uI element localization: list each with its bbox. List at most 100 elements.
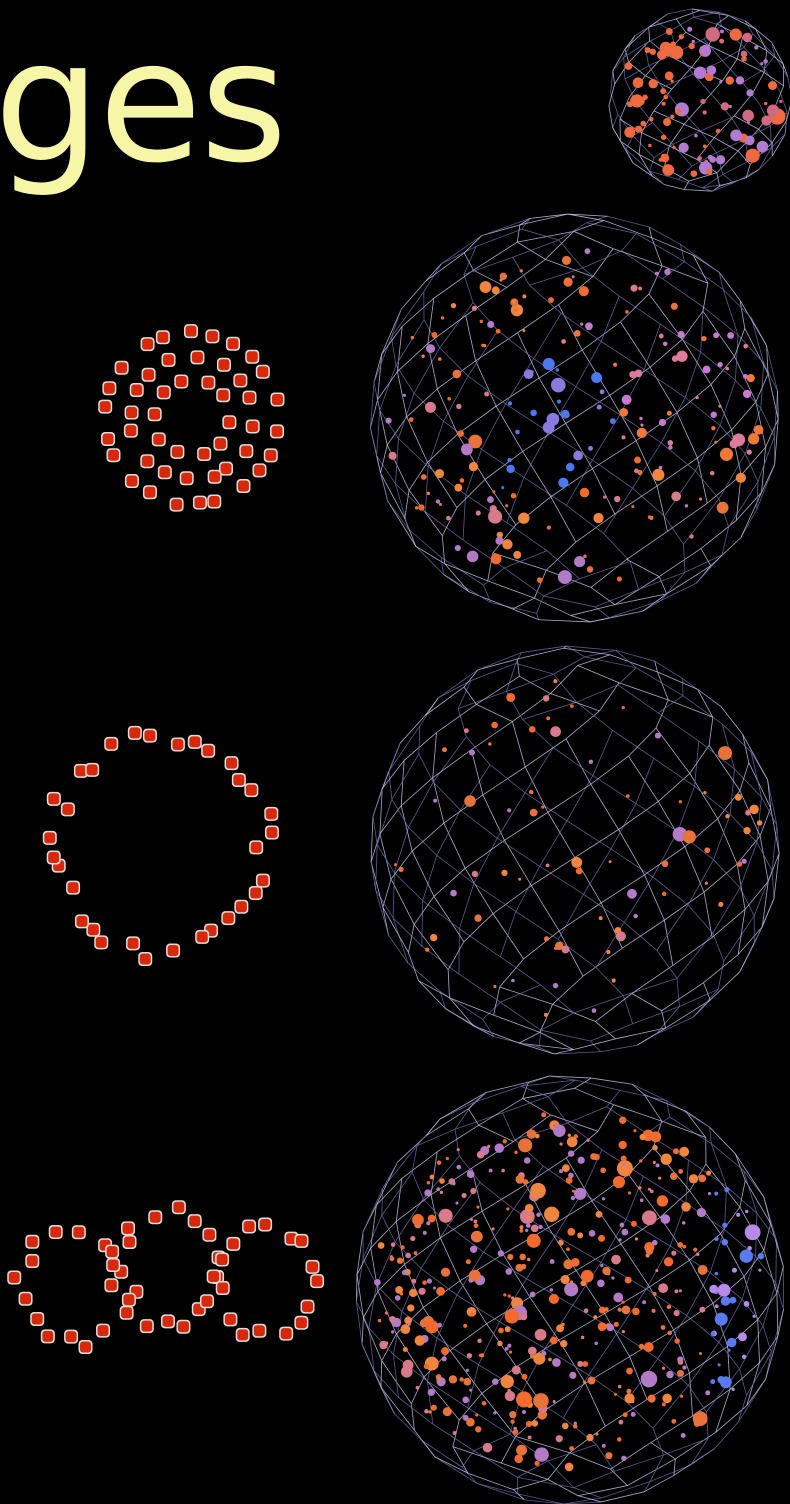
wire [524,1499,564,1504]
wire [620,140,634,163]
wire [766,345,769,374]
particle [688,1174,699,1184]
wire [618,295,661,325]
wire [576,684,619,703]
particle [414,1335,426,1346]
particle [627,1191,632,1195]
wire [447,1225,484,1253]
wire [612,57,625,71]
wire [697,689,714,718]
wire [566,775,594,822]
particle [530,409,537,417]
particle [672,1148,679,1155]
particle [398,866,404,873]
wire [517,1460,548,1478]
particle [596,404,602,410]
wire [722,289,752,318]
ring-dot [216,1253,228,1265]
wire [538,349,583,379]
ring-dot [31,1313,43,1325]
particle [515,429,520,435]
wire [745,164,751,178]
particle [408,417,414,422]
wire [716,138,746,154]
wire [731,401,757,431]
particle [658,333,664,339]
particle [671,1418,677,1424]
particle [426,1181,431,1185]
particle [476,1150,485,1159]
particle [562,1164,570,1173]
particle [427,1388,435,1397]
particle [606,949,611,955]
particle [746,89,754,97]
wire [500,956,541,986]
particle [437,357,442,361]
particle [501,869,508,877]
wire [554,1051,601,1055]
particle [636,427,647,439]
wire [570,604,615,616]
wire [381,1333,397,1361]
particle [593,512,604,524]
wire [533,313,562,359]
particle [725,366,730,371]
wire [653,110,685,125]
wire [712,932,725,962]
ring-dot [99,401,111,413]
wire [376,799,393,845]
wire [569,1452,611,1470]
ring-dot [106,1246,118,1258]
particle [441,1356,447,1362]
wire [572,1262,602,1306]
particle [529,726,536,733]
wire [643,369,686,398]
wire [565,459,593,506]
wire [553,1049,574,1055]
wire [449,1350,483,1394]
wire [705,1163,741,1208]
particle [438,502,442,506]
wire [382,879,392,908]
wire [506,477,525,523]
wire [761,796,778,826]
wire [773,853,780,899]
wire [396,1333,425,1378]
ring-dot [271,393,283,405]
particle [740,50,748,58]
particle [731,1267,737,1273]
wire [479,1182,514,1210]
wire [390,878,415,925]
particle [664,71,674,81]
ring-dot [196,931,208,943]
particle [638,1343,645,1350]
wire [368,1327,375,1371]
particle [541,805,545,809]
wire [524,792,568,822]
particle [438,1208,453,1223]
wire [718,272,741,301]
wire [723,915,755,962]
particle [677,330,685,339]
particle [678,34,684,40]
wire [476,675,520,705]
particle [424,1409,429,1414]
wire [659,1190,690,1218]
wire [376,1178,403,1206]
ring-dot [209,471,221,483]
particle [550,377,566,393]
particle [724,1187,730,1193]
particle [507,457,512,463]
particle [571,1189,575,1193]
wire [570,615,591,623]
wire [447,969,450,998]
wire [684,554,723,573]
particle [577,1190,582,1195]
wire [678,179,703,189]
wire [777,391,779,420]
particle [630,1220,637,1227]
wire [650,1442,676,1460]
wire [713,115,735,138]
wire [756,797,762,843]
wire [411,1145,418,1173]
